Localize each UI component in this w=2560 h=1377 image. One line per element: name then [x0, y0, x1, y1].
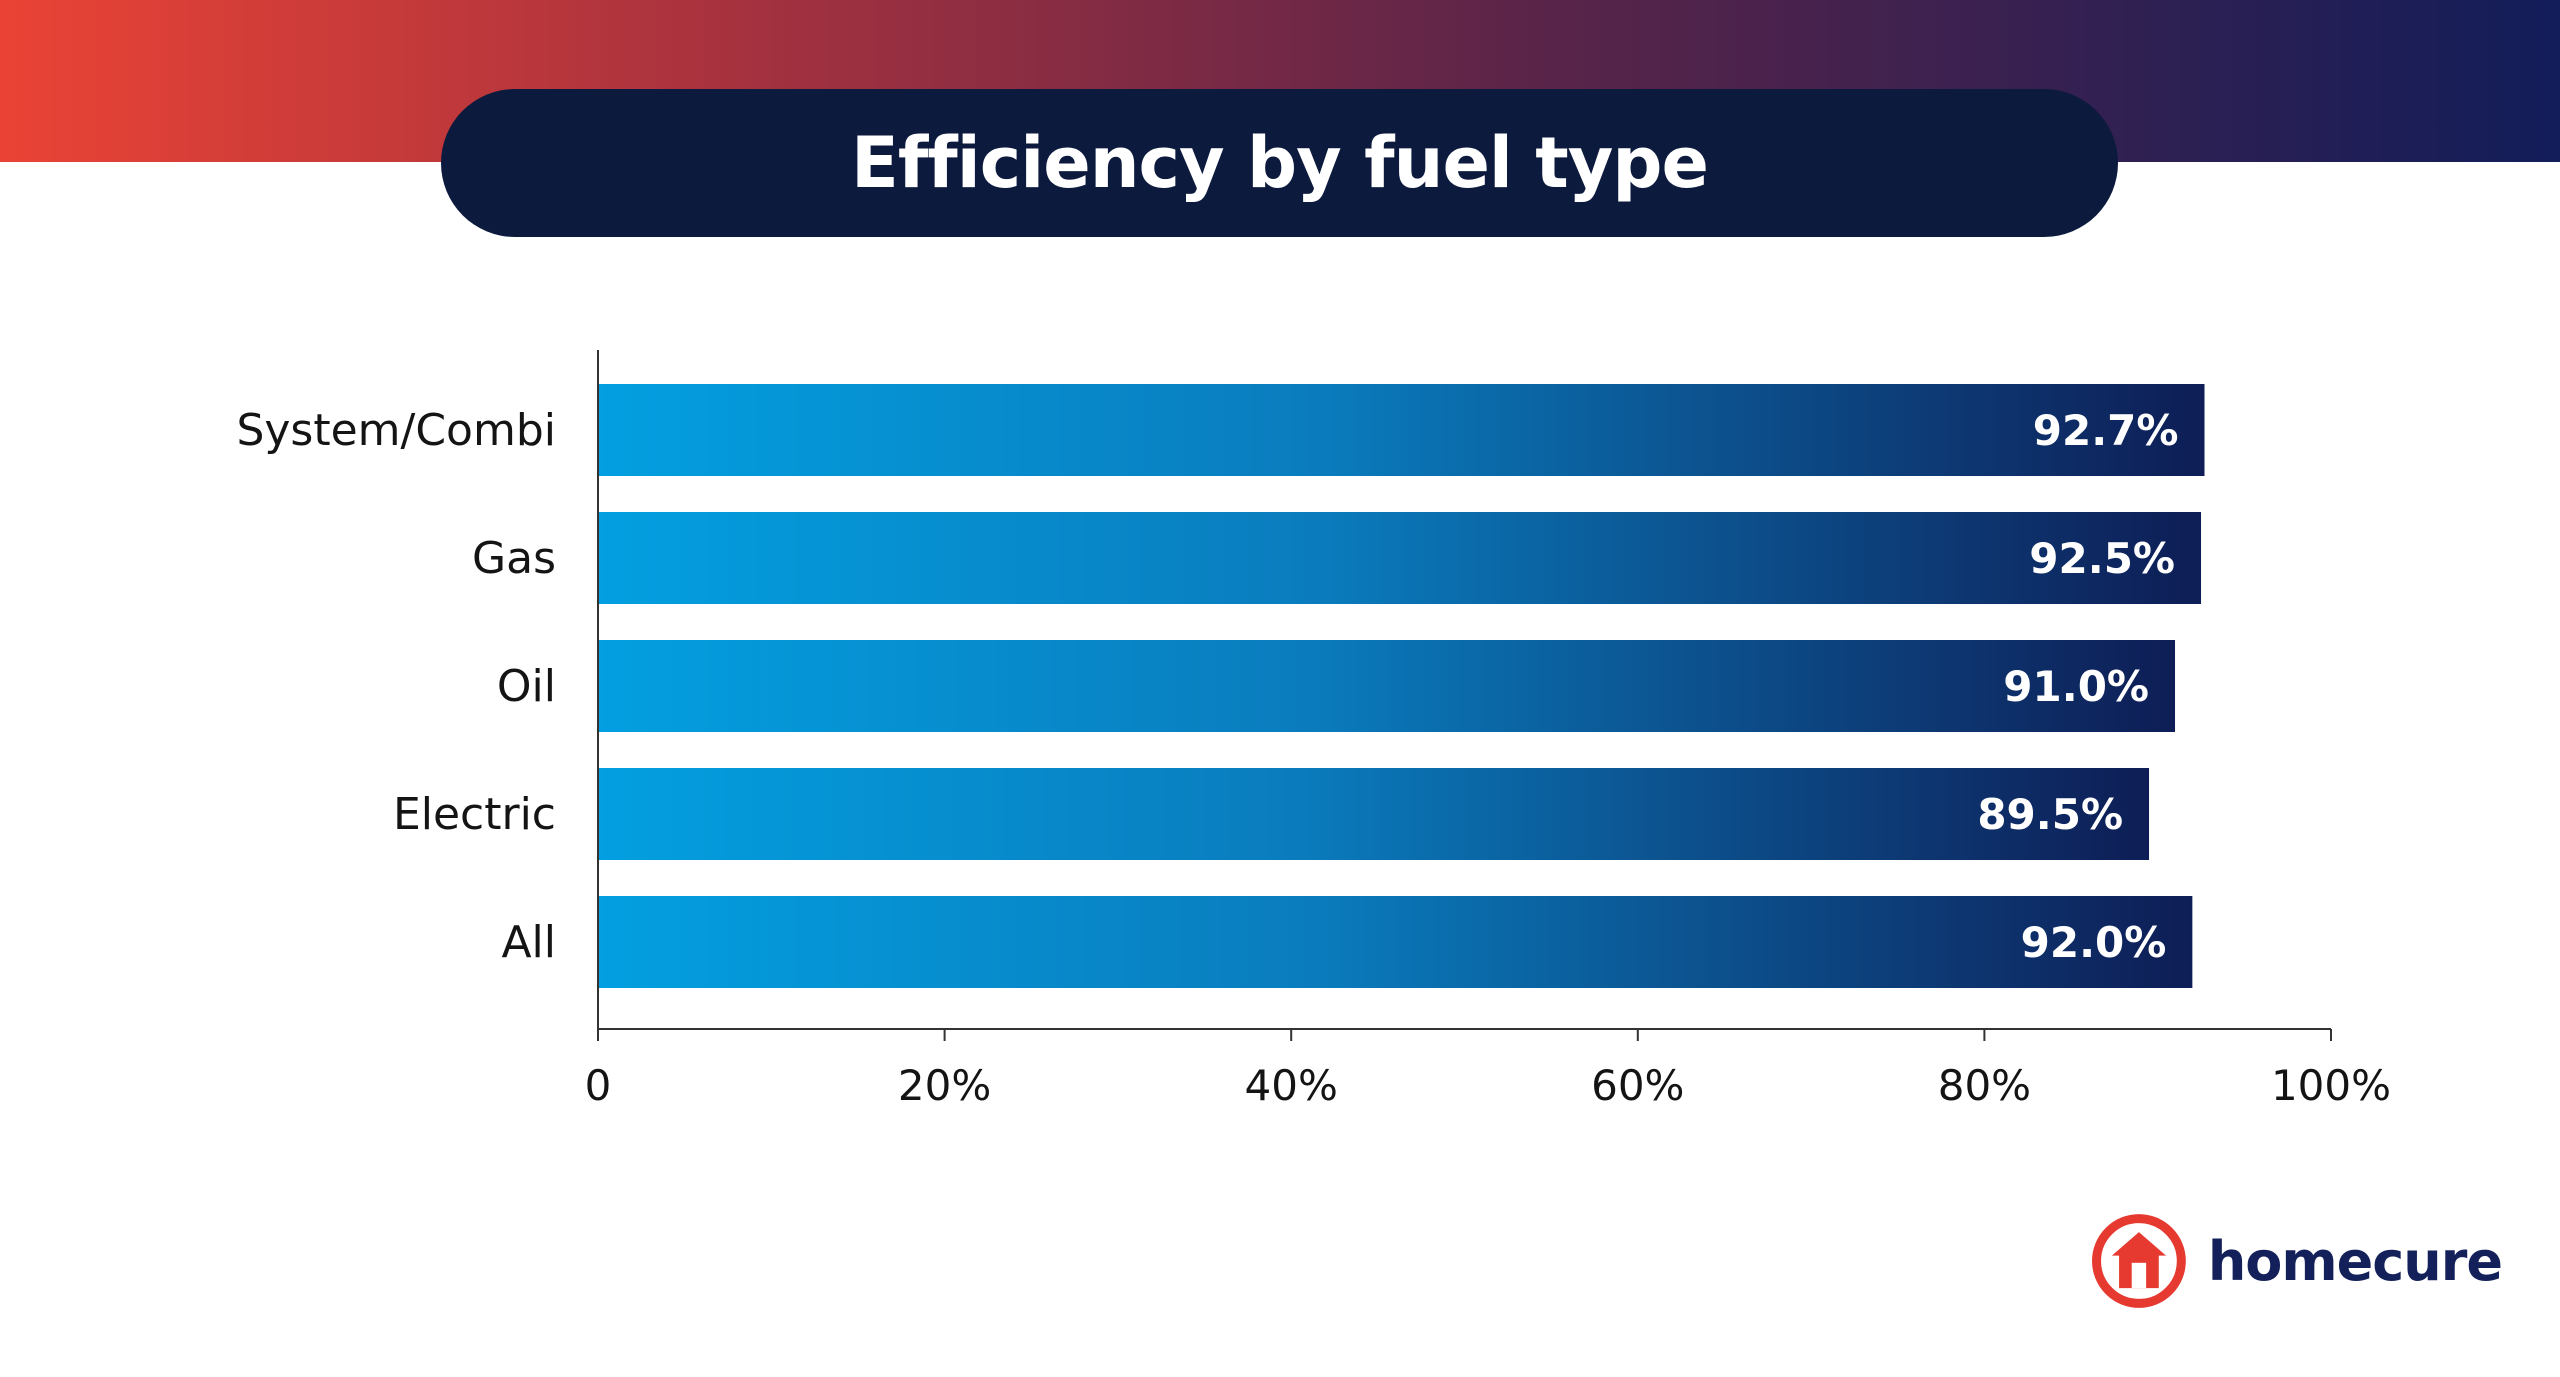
category-label: System/Combi — [236, 405, 556, 456]
bar-gas — [598, 512, 2202, 604]
category-label: All — [501, 917, 556, 968]
x-tick-label: 60% — [1591, 1061, 1684, 1110]
bar-system-combi — [598, 384, 2205, 476]
category-label: Oil — [497, 661, 556, 712]
bar-oil — [598, 640, 2176, 732]
chart-title: Efficiency by fuel type — [851, 122, 1709, 204]
value-label: 89.5% — [1977, 790, 2123, 839]
bar-electric — [598, 768, 2150, 860]
brand-logo: homecure — [2092, 1206, 2503, 1316]
title-banner: Efficiency by fuel type — [441, 89, 2118, 237]
x-tick-label: 20% — [898, 1061, 991, 1110]
x-tick-label: 80% — [1938, 1061, 2031, 1110]
x-tick-label: 0 — [585, 1061, 612, 1110]
bar-series: 92.7% 92.5% 91.0% 89.5% 92.0% — [598, 384, 2205, 988]
value-label: 92.5% — [2029, 534, 2175, 583]
category-label: Electric — [393, 789, 556, 840]
bar-all — [598, 896, 2193, 988]
chart-axes: System/Combi Gas Oil Electric All 0 20% 40% 60% 8… — [236, 350, 2391, 1110]
value-label: 92.0% — [2021, 918, 2167, 967]
house-logo-icon — [2092, 1214, 2186, 1308]
category-label: Gas — [472, 533, 556, 584]
x-tick-label: 100% — [2271, 1061, 2391, 1110]
value-label: 92.7% — [2033, 406, 2179, 455]
x-tick-label: 40% — [1245, 1061, 1338, 1110]
value-label: 91.0% — [2003, 662, 2149, 711]
brand-name: homecure — [2207, 1229, 2503, 1293]
